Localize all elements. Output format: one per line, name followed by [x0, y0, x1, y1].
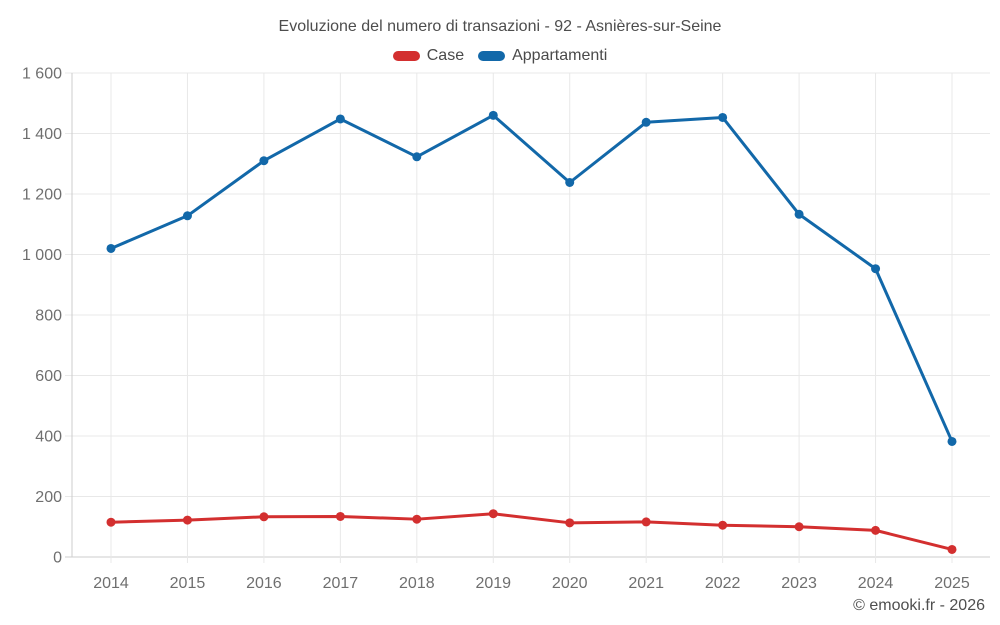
- y-axis-tick-label: 1 200: [22, 187, 62, 204]
- data-point-appartamenti-2019[interactable]: [488, 110, 498, 120]
- x-axis-tick-label: 2015: [170, 575, 206, 592]
- legend-swatch-appartamenti-icon: [478, 51, 506, 61]
- data-point-case-2022[interactable]: [718, 520, 728, 530]
- data-point-case-2021[interactable]: [641, 517, 651, 527]
- x-axis-tick-label: 2018: [399, 575, 435, 592]
- x-axis-tick-label: 2020: [552, 575, 588, 592]
- x-axis-tick-label: 2019: [475, 575, 511, 592]
- y-axis-tick-label: 0: [53, 550, 62, 567]
- legend-item-appartamenti[interactable]: Appartamenti: [478, 47, 607, 65]
- y-axis-tick-label: 600: [35, 368, 62, 385]
- attribution-watermark: © emooki.fr - 2026: [853, 597, 985, 614]
- data-point-case-2024[interactable]: [871, 525, 881, 535]
- data-point-case-2016[interactable]: [259, 512, 269, 522]
- x-axis-tick-label: 2016: [246, 575, 282, 592]
- data-point-appartamenti-2020[interactable]: [565, 178, 575, 188]
- data-point-appartamenti-2017[interactable]: [335, 114, 345, 124]
- data-point-appartamenti-2025[interactable]: [947, 436, 957, 446]
- y-axis-tick-label: 200: [35, 489, 62, 506]
- x-axis-tick-label: 2024: [858, 575, 894, 592]
- data-point-appartamenti-2015[interactable]: [182, 211, 192, 221]
- x-axis-tick-label: 2025: [934, 575, 970, 592]
- data-point-appartamenti-2014[interactable]: [106, 243, 116, 253]
- legend-item-case[interactable]: Case: [392, 47, 465, 65]
- data-point-case-2017[interactable]: [335, 511, 345, 521]
- y-axis-tick-label: 800: [35, 308, 62, 325]
- data-point-case-2019[interactable]: [488, 509, 498, 519]
- data-point-case-2020[interactable]: [565, 518, 575, 528]
- data-point-appartamenti-2021[interactable]: [641, 117, 651, 127]
- series-line-appartamenti: [109, 113, 954, 443]
- data-point-appartamenti-2023[interactable]: [794, 209, 804, 219]
- y-axis-tick-label: 1 000: [22, 247, 62, 264]
- y-axis-tick-label: 1 400: [22, 126, 62, 143]
- y-axis-tick-label: 1 600: [22, 66, 62, 83]
- data-point-appartamenti-2018[interactable]: [412, 152, 422, 162]
- x-axis-tick-label: 2014: [93, 575, 129, 592]
- x-axis-tick-label: 2022: [705, 575, 741, 592]
- x-axis-tick-label: 2021: [628, 575, 664, 592]
- x-axis-tick-label: 2017: [323, 575, 359, 592]
- data-point-case-2014[interactable]: [106, 517, 116, 527]
- data-point-appartamenti-2022[interactable]: [718, 112, 728, 122]
- data-point-appartamenti-2016[interactable]: [259, 156, 269, 166]
- data-point-appartamenti-2024[interactable]: [871, 264, 881, 274]
- legend-swatch-case-icon: [392, 51, 420, 61]
- data-point-case-2015[interactable]: [182, 515, 192, 525]
- series-line-case: [109, 512, 954, 551]
- y-axis-tick-label: 400: [35, 429, 62, 446]
- x-axis-tick-label: 2023: [781, 575, 817, 592]
- legend-label-case: Case: [426, 47, 465, 64]
- data-point-case-2025[interactable]: [947, 544, 957, 554]
- data-point-case-2018[interactable]: [412, 514, 422, 524]
- legend-label-appartamenti: Appartamenti: [512, 47, 608, 64]
- chart-legend: Case Appartamenti: [0, 47, 1000, 65]
- chart-title: Evoluzione del numero di transazioni - 9…: [278, 18, 722, 35]
- data-point-case-2023[interactable]: [794, 522, 804, 532]
